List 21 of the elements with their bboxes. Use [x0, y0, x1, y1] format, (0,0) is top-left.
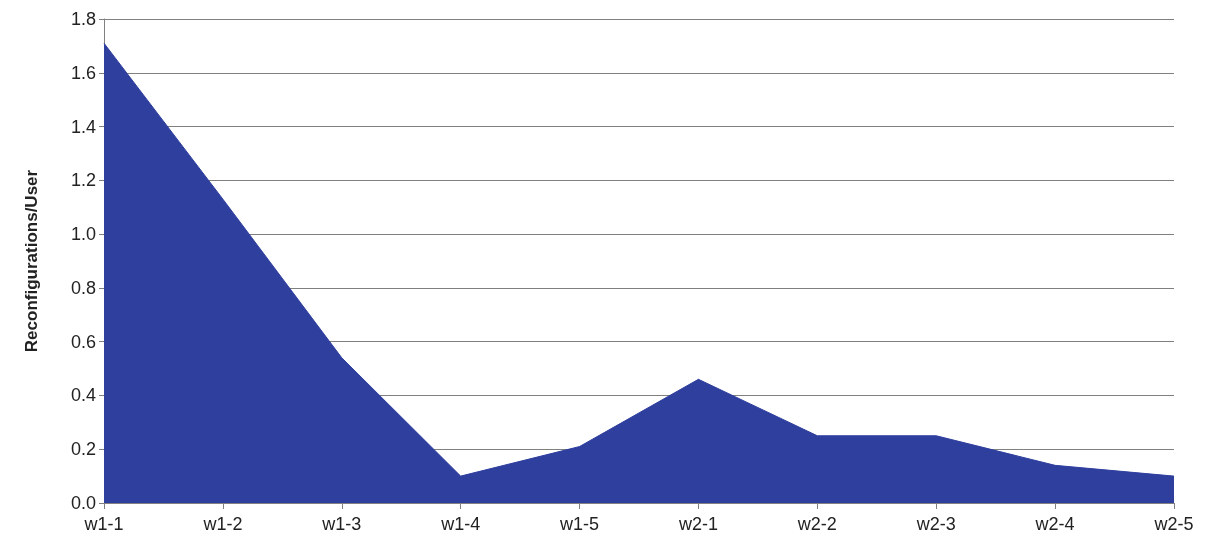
x-tick-label: w2-4 [1034, 514, 1075, 534]
y-tick-label: 1.2 [70, 170, 96, 191]
x-tick-label: w1-3 [321, 514, 362, 534]
x-tick-label: w1-4 [440, 514, 481, 534]
x-tick-label: w2-2 [796, 514, 837, 534]
y-tick-label: 1.8 [70, 9, 96, 29]
x-tick-label: w2-5 [1153, 514, 1194, 534]
x-tick-label: w1-5 [559, 514, 600, 534]
x-tick-label: w1-1 [83, 514, 124, 534]
y-tick-label: 0.2 [70, 439, 96, 460]
x-tick-label: w2-3 [915, 514, 956, 534]
y-tick-label: 1.4 [70, 116, 96, 137]
y-tick-label: 0.8 [70, 277, 96, 298]
y-tick-label: 1.0 [70, 224, 96, 245]
x-tick-label: w2-1 [677, 514, 718, 534]
y-tick-label: 1.6 [70, 62, 96, 83]
y-tick-label: 0.0 [70, 493, 96, 513]
x-tick-label: w1-2 [202, 514, 243, 534]
y-tick-label: 0.4 [70, 385, 96, 406]
y-axis-title: Reconfigurations/User [22, 169, 41, 353]
y-tick-label: 0.6 [70, 331, 96, 352]
